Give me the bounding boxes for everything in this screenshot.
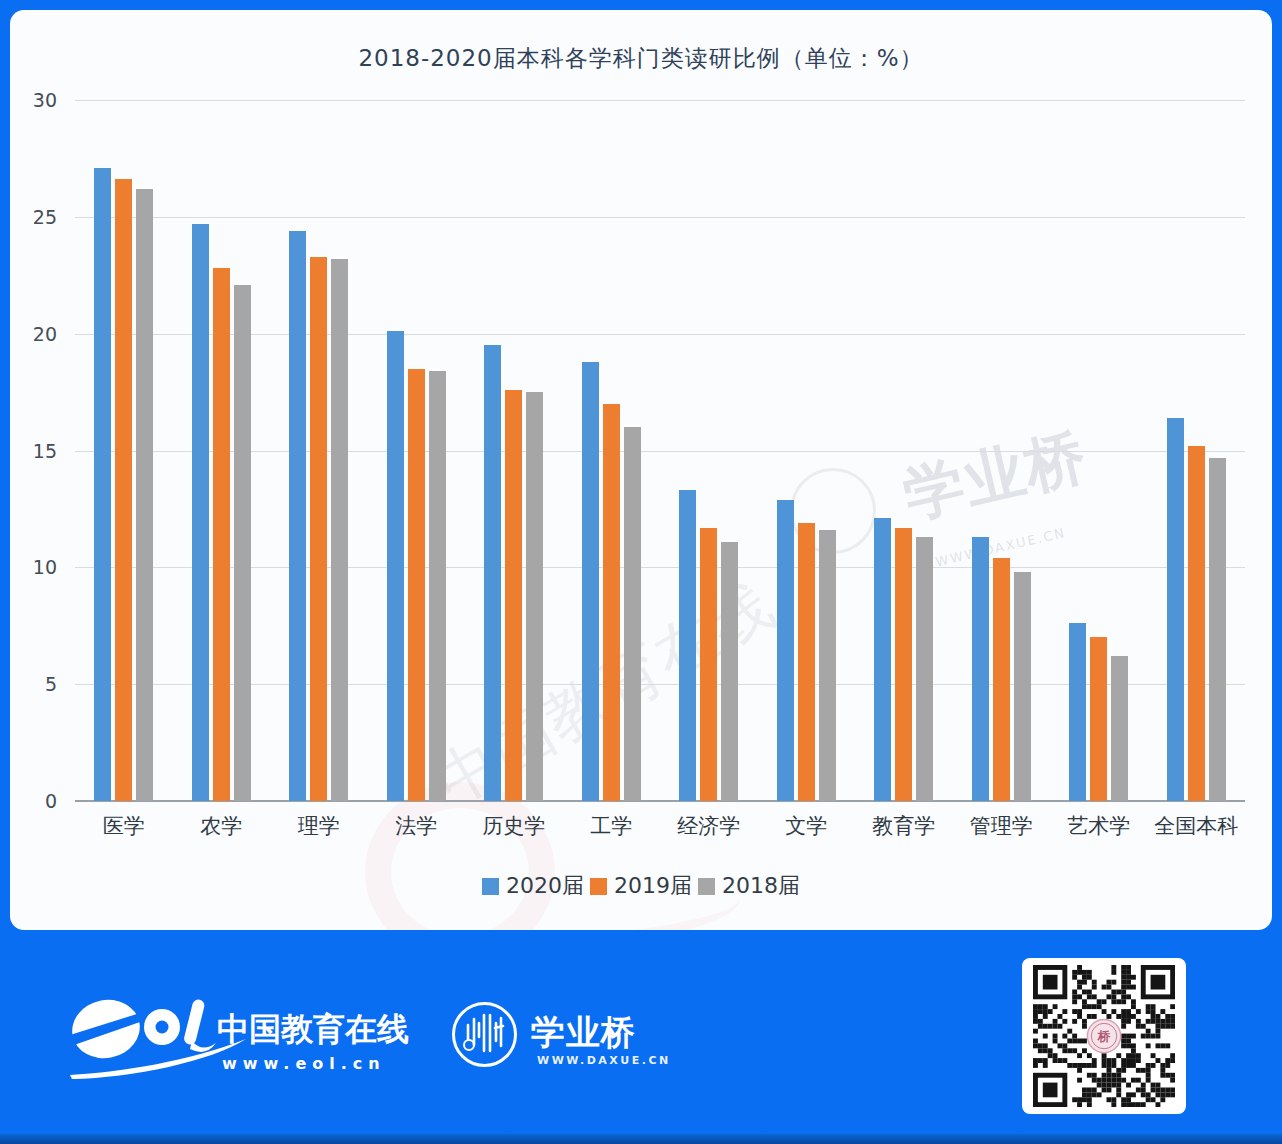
bar-2020届-管理学 <box>972 537 989 801</box>
x-axis-category-label: 医学 <box>103 812 145 840</box>
bar-2020届-医学 <box>94 168 111 801</box>
svg-text:桥: 桥 <box>1097 1029 1112 1044</box>
bar-2019届-全国本科 <box>1188 446 1205 801</box>
bar-2018届-全国本科 <box>1209 458 1226 801</box>
bar-2019届-经济学 <box>700 528 717 801</box>
bridge-name: 学业桥 <box>531 1010 636 1056</box>
x-axis-category-label: 理学 <box>298 812 340 840</box>
bar-2019届-教育学 <box>895 528 912 801</box>
bar-2019届-文学 <box>798 523 815 801</box>
bar-2020届-经济学 <box>679 490 696 801</box>
y-axis-tick-label: 30 <box>17 89 57 111</box>
x-axis-category-label: 教育学 <box>872 812 935 840</box>
x-axis-category-label: 工学 <box>590 812 632 840</box>
bar-2020届-工学 <box>582 362 599 801</box>
bar-2020届-艺术学 <box>1069 623 1086 801</box>
x-axis-category-label: 经济学 <box>677 812 740 840</box>
bar-2018届-艺术学 <box>1111 656 1128 801</box>
bar-2018届-医学 <box>136 189 153 801</box>
bar-2020届-教育学 <box>874 518 891 801</box>
bottom-edge-strip <box>0 1134 1282 1144</box>
x-axis-category-label: 农学 <box>200 812 242 840</box>
legend: 2020届 2019届 2018届 <box>10 871 1272 901</box>
bar-2019届-医学 <box>115 179 132 801</box>
bar-2019届-理学 <box>310 257 327 801</box>
legend-swatch <box>698 878 715 895</box>
y-axis-tick-label: 0 <box>17 790 57 812</box>
legend-item: 2020届 <box>482 871 584 901</box>
bridge-seal-logo <box>452 1002 517 1067</box>
x-axis-category-label: 法学 <box>395 812 437 840</box>
legend-item: 2019届 <box>590 871 692 901</box>
bar-2020届-历史学 <box>484 345 501 801</box>
bar-2018届-经济学 <box>721 542 738 801</box>
bar-2018届-法学 <box>429 371 446 801</box>
bar-2019届-历史学 <box>505 390 522 801</box>
legend-label: 2019届 <box>614 871 692 901</box>
legend-label: 2020届 <box>506 871 584 901</box>
bar-2019届-管理学 <box>993 558 1010 801</box>
x-axis-category-label: 文学 <box>785 812 827 840</box>
brand-url: www.eol.cn <box>222 1054 386 1073</box>
legend-swatch <box>482 878 499 895</box>
legend-swatch <box>590 878 607 895</box>
legend-item: 2018届 <box>698 871 800 901</box>
gridline <box>75 217 1245 218</box>
bar-2018届-管理学 <box>1014 572 1031 801</box>
legend-label: 2018届 <box>722 871 800 901</box>
bar-2018届-理学 <box>331 259 348 801</box>
bar-2019届-农学 <box>213 268 230 801</box>
bar-2020届-理学 <box>289 231 306 801</box>
bar-2019届-艺术学 <box>1090 637 1107 801</box>
bridge-url: WWW.DAXUE.CN <box>537 1054 671 1067</box>
bar-2018届-历史学 <box>526 392 543 801</box>
gridline <box>75 100 1245 101</box>
watermark-eol-ring <box>365 782 555 930</box>
bar-2020届-文学 <box>777 500 794 801</box>
qr-code: 桥 <box>1022 958 1186 1114</box>
brand-name: 中国教育在线 <box>217 1008 409 1052</box>
y-axis-tick-label: 5 <box>17 673 57 695</box>
x-axis-category-label: 艺术学 <box>1067 812 1130 840</box>
bar-2020届-农学 <box>192 224 209 801</box>
bar-2020届-法学 <box>387 331 404 801</box>
y-axis-tick-label: 20 <box>17 323 57 345</box>
bar-2018届-农学 <box>234 285 251 801</box>
x-axis-category-label: 管理学 <box>970 812 1033 840</box>
chart-title: 2018-2020届本科各学科门类读研比例（单位：%） <box>10 43 1272 74</box>
x-axis-category-label: 全国本科 <box>1154 812 1238 840</box>
bar-2019届-工学 <box>603 404 620 801</box>
chart-panel: 2018-2020届本科各学科门类读研比例（单位：%） 中国教育在线 学业桥 W… <box>10 10 1272 930</box>
y-axis-tick-label: 10 <box>17 556 57 578</box>
y-axis-tick-label: 25 <box>17 206 57 228</box>
bar-2018届-工学 <box>624 427 641 801</box>
plot-area: 051015202530医学农学理学法学历史学工学经济学文学教育学管理学艺术学全… <box>75 100 1245 801</box>
bar-2020届-全国本科 <box>1167 418 1184 801</box>
bar-2018届-教育学 <box>916 537 933 801</box>
x-axis-category-label: 历史学 <box>482 812 545 840</box>
bar-2018届-文学 <box>819 530 836 801</box>
y-axis-tick-label: 15 <box>17 440 57 462</box>
bar-2019届-法学 <box>408 369 425 801</box>
